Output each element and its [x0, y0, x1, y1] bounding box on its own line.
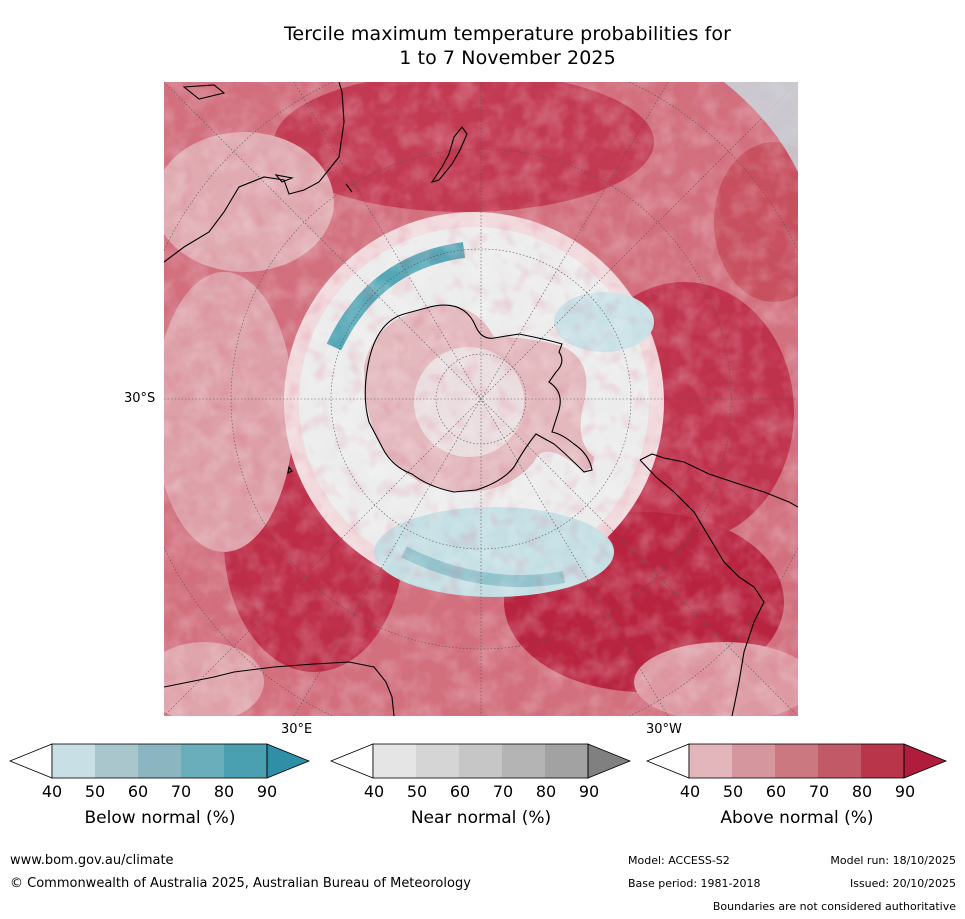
colorbar-segment: [181, 744, 224, 778]
antarctica-coastline: [364, 304, 593, 493]
near-tick-90: 90: [578, 782, 600, 801]
new-zealand-coastline: [430, 126, 468, 183]
near-tick-50: 50: [406, 782, 428, 801]
colorbar-segment: [95, 744, 138, 778]
colorbar-segment: [416, 744, 459, 778]
australia-coastline: [164, 82, 345, 263]
colorbar-low-arrow: [329, 743, 374, 779]
colorbar-segment: [545, 744, 588, 778]
colorbar-above-normal: [645, 743, 948, 779]
above-tick-50: 50: [722, 782, 744, 801]
below-tick-40: 40: [41, 782, 63, 801]
colorbar-above-normal-svg: [645, 743, 948, 779]
colorbar-segment: [373, 744, 416, 778]
colorbar-segment: [818, 744, 861, 778]
colorbar-high-arrow: [903, 743, 948, 779]
colorbar-below-normal: [8, 743, 311, 779]
near-tick-80: 80: [535, 782, 557, 801]
colorbar-high-arrow: [266, 743, 311, 779]
map-title: Tercile maximum temperature probabilitie…: [0, 22, 965, 70]
above-tick-60: 60: [765, 782, 787, 801]
coastlines: [164, 82, 798, 716]
longitude-label-30w: 30°W: [646, 722, 682, 737]
below-tick-70: 70: [170, 782, 192, 801]
below-tick-90: 90: [256, 782, 278, 801]
colorbar-label-above-normal: Above normal (%): [720, 808, 874, 828]
polar-probability-map: [164, 82, 798, 716]
below-tick-50: 50: [84, 782, 106, 801]
near-tick-60: 60: [449, 782, 471, 801]
colorbar-below-normal-svg: [8, 743, 311, 779]
colorbar-frame: [51, 743, 268, 779]
footer-copyright: © Commonwealth of Australia 2025, Austra…: [10, 876, 471, 891]
colorbar-near-normal-svg: [329, 743, 632, 779]
colorbar-label-below-normal: Below normal (%): [84, 808, 236, 828]
footer-website: www.bom.gov.au/climate: [10, 853, 174, 868]
colorbar-segment: [138, 744, 181, 778]
colorbar-segment: [689, 744, 732, 778]
colorbar-segment: [861, 744, 904, 778]
colorbar-frame: [688, 743, 905, 779]
colorbar-segment: [224, 744, 267, 778]
footer-model: Model: ACCESS-S2: [628, 854, 730, 867]
colorbar-segment: [502, 744, 545, 778]
colorbar-low-arrow: [645, 743, 690, 779]
colorbar-label-near-normal: Near normal (%): [410, 808, 552, 828]
footer-disclaimer: Boundaries are not considered authoritat…: [712, 900, 956, 913]
near-tick-70: 70: [492, 782, 514, 801]
below-tick-80: 80: [213, 782, 235, 801]
colorbar-segment: [52, 744, 95, 778]
africa-coastline: [164, 661, 395, 716]
longitude-label-30e: 30°E: [281, 722, 313, 737]
colorbar-segment: [732, 744, 775, 778]
title-line-2: 1 to 7 November 2025: [399, 47, 616, 69]
footer-base-period: Base period: 1981-2018: [628, 877, 761, 890]
colorbar-low-arrow: [8, 743, 53, 779]
near-tick-40: 40: [363, 782, 385, 801]
map-svg: [164, 82, 798, 716]
above-tick-80: 80: [851, 782, 873, 801]
above-tick-70: 70: [808, 782, 830, 801]
colorbar-high-arrow: [587, 743, 632, 779]
above-tick-40: 40: [679, 782, 701, 801]
below-tick-60: 60: [127, 782, 149, 801]
footer-issued: Issued: 20/10/2025: [849, 877, 956, 890]
colorbar-near-normal: [329, 743, 632, 779]
corner-region: [724, 82, 798, 172]
title-line-1: Tercile maximum temperature probabilitie…: [283, 23, 732, 45]
colorbar-frame: [372, 743, 589, 779]
colorbar-segment: [459, 744, 502, 778]
latitude-label-30s: 30°S: [124, 391, 156, 406]
south-america-coastline: [639, 453, 798, 716]
above-tick-90: 90: [894, 782, 916, 801]
footer-model-run: Model run: 18/10/2025: [830, 854, 956, 867]
graticule: [164, 82, 798, 716]
colorbar-segment: [775, 744, 818, 778]
